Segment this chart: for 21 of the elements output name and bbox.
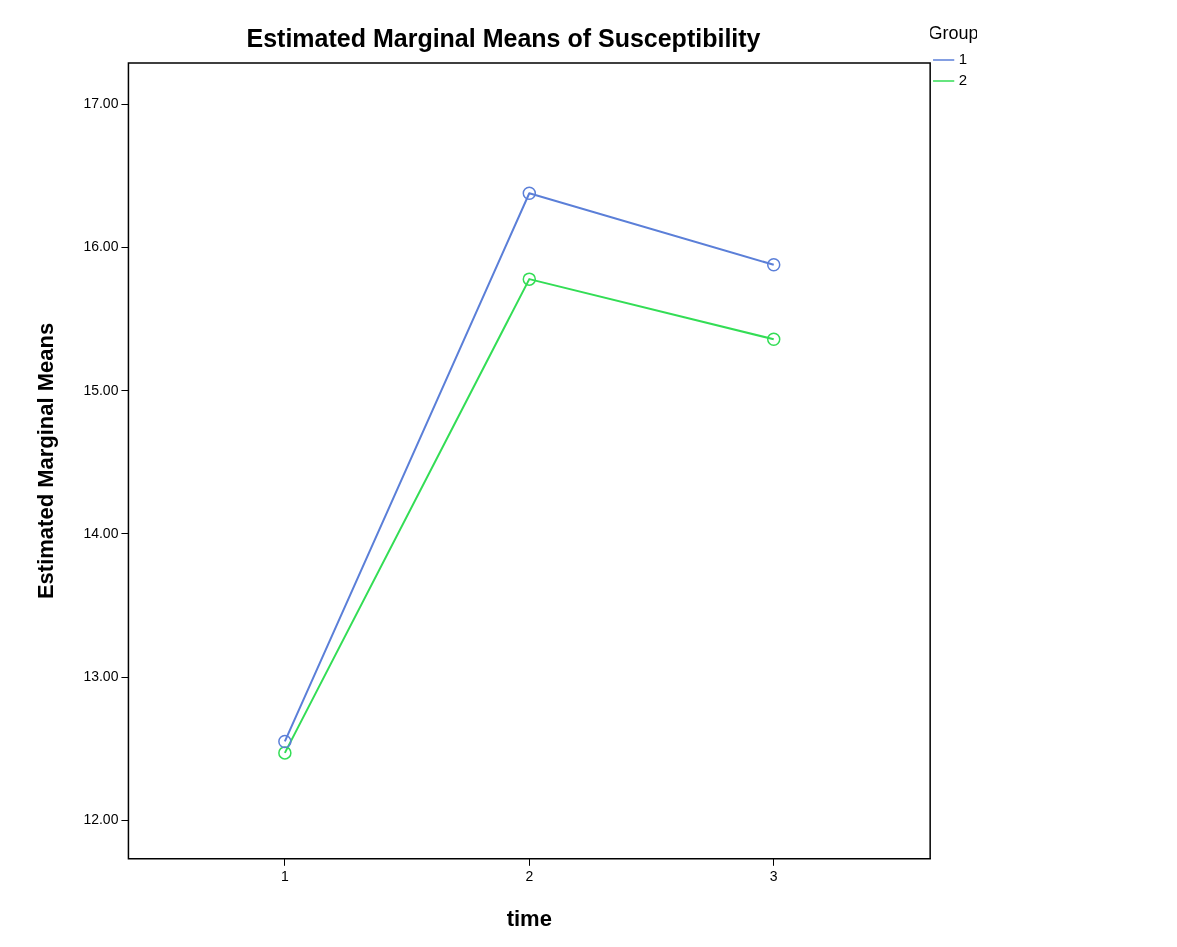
y-tick-label: 14.00 — [83, 524, 119, 541]
x-axis-title: time — [506, 905, 552, 931]
point — [766, 258, 781, 272]
x-tick-label: 3 — [769, 868, 778, 885]
point — [522, 272, 537, 286]
point — [278, 734, 292, 749]
chart-title: Estimated Marginal Means of Susceptibility — [246, 23, 761, 52]
y-tick-label: 15.00 — [83, 381, 119, 398]
y-tick-label: 16.00 — [83, 238, 119, 255]
legend-title: Group — [928, 22, 979, 43]
point — [766, 332, 781, 346]
legend-label: 2 — [958, 71, 967, 89]
y-tick-label: 13.00 — [83, 667, 119, 684]
y-tick-label: 12.00 — [83, 811, 119, 828]
point — [278, 746, 292, 760]
x-tick-label: 1 — [280, 868, 289, 885]
point — [522, 186, 537, 200]
x-tick-label: 2 — [525, 868, 534, 885]
y-axis-title: Estimated Marginal Means — [33, 322, 59, 600]
legend-label: 1 — [958, 50, 967, 68]
y-tick-label: 17.00 — [83, 95, 119, 112]
